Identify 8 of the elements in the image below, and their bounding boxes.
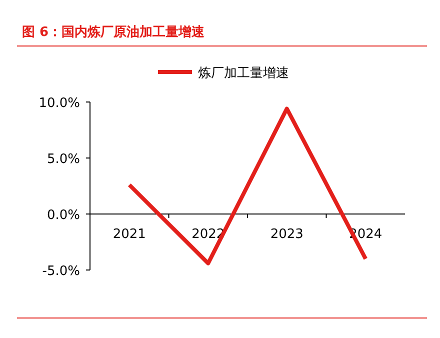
- chart-title: 图 6：国内炼厂原油加工量增速: [22, 25, 206, 40]
- y-tick-label: 10.0%: [38, 96, 80, 111]
- y-tick-label: -5.0%: [42, 264, 80, 279]
- x-tick-label: 2021: [112, 227, 146, 242]
- y-tick-label: 0.0%: [46, 208, 80, 223]
- y-tick-label: 5.0%: [46, 152, 80, 167]
- legend-label: 炼厂加工量增速: [198, 66, 289, 81]
- x-tick-label: 2023: [270, 227, 304, 242]
